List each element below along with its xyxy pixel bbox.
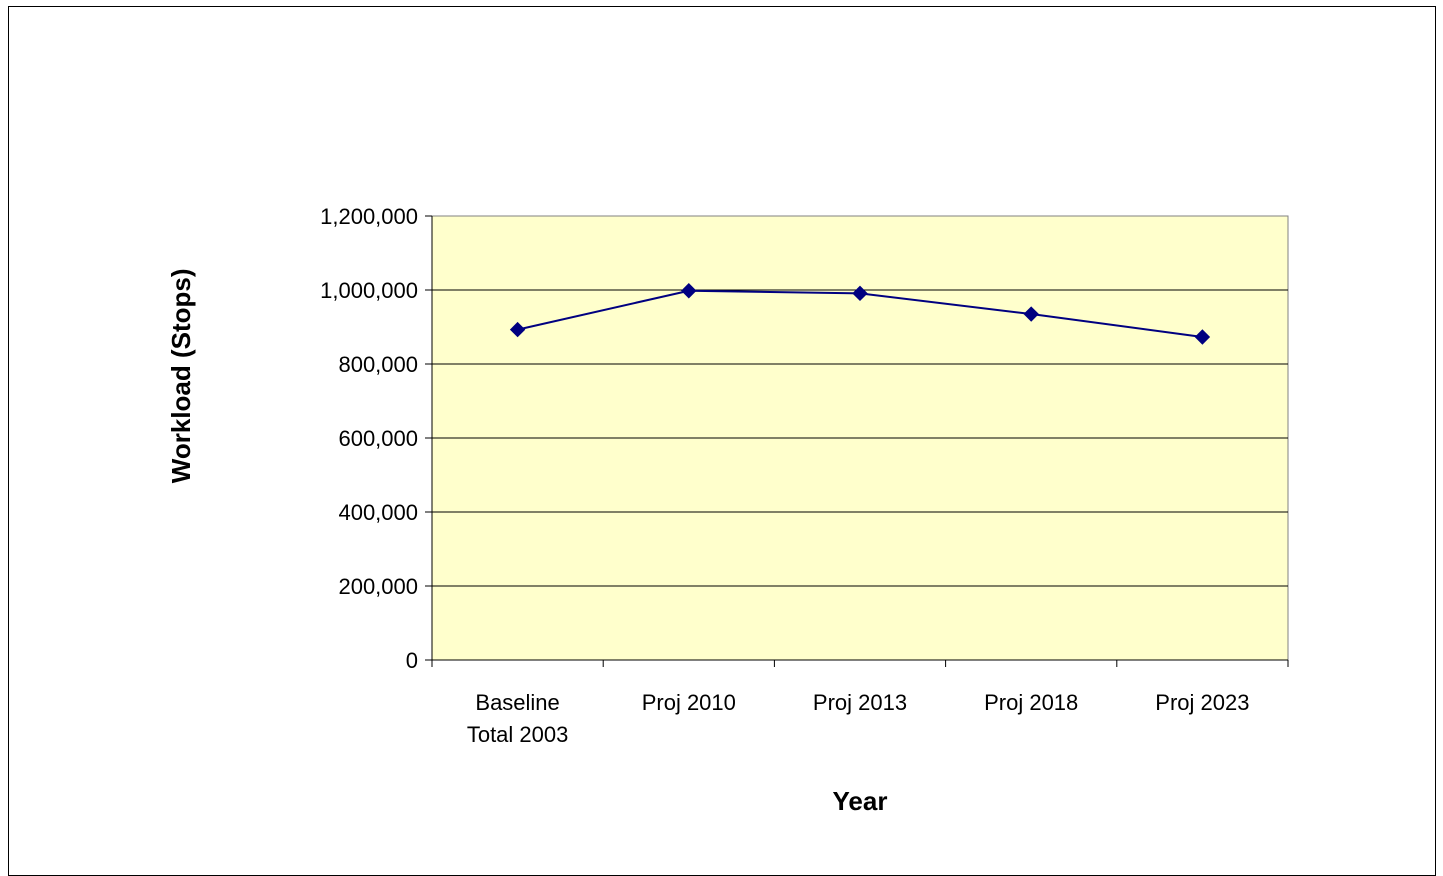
series-group	[509, 283, 1211, 345]
y-tick-label: 200,000	[338, 574, 418, 599]
y-tick-label: 1,200,000	[320, 204, 418, 229]
y-tick-label: 400,000	[338, 500, 418, 525]
x-category-label: Proj 2013	[813, 690, 907, 715]
x-category-label: Proj 2018	[984, 690, 1078, 715]
data-point-marker	[681, 283, 697, 299]
y-tick-label: 1,000,000	[320, 278, 418, 303]
x-category-label: Proj 2023	[1155, 690, 1249, 715]
x-axis-ticks: Baseline Total 2003 Proj 2010 Proj 2013 Proj…	[431, 660, 1289, 747]
x-category-label: Baseline Total 2003	[467, 690, 569, 747]
x-category-label: Proj 2010	[642, 690, 736, 715]
y-axis-title: Workload (Stops)	[166, 268, 196, 483]
y-tick-label: 600,000	[338, 426, 418, 451]
x-axis-title: Year	[833, 786, 888, 816]
y-tick-label: 800,000	[338, 352, 418, 377]
y-axis-ticks: 0 200,000 400,000 600,000 800,000 1,000,000 1,…	[320, 204, 432, 673]
y-tick-label: 0	[406, 648, 418, 673]
data-point-marker	[1194, 329, 1211, 345]
data-point-marker	[509, 321, 526, 338]
data-point-marker	[852, 285, 868, 302]
data-point-marker	[1023, 306, 1039, 322]
